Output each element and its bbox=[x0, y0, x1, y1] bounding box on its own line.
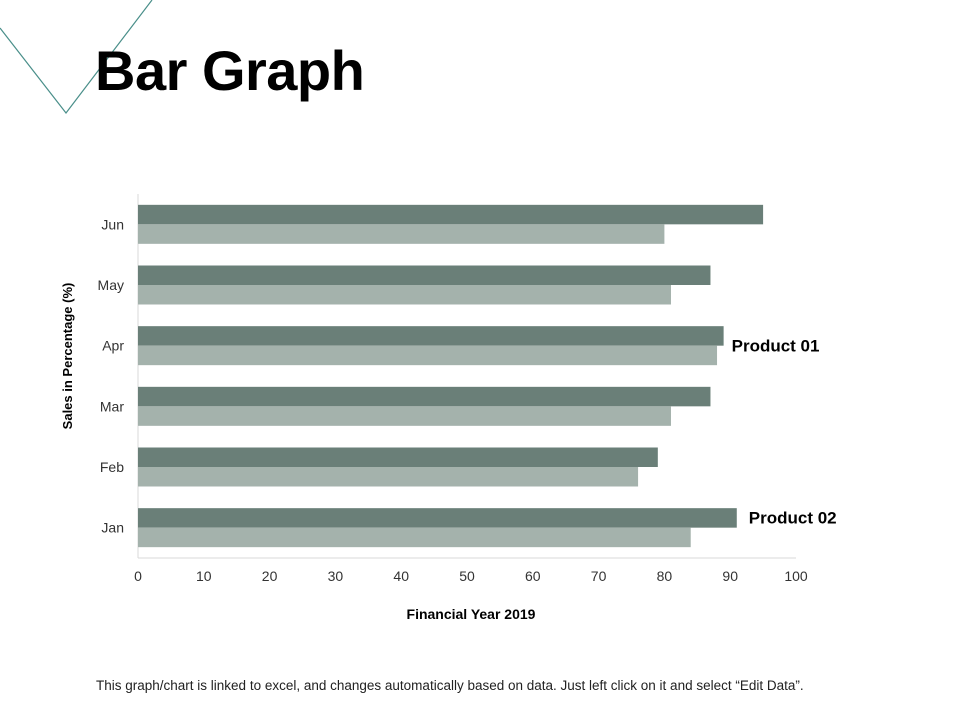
bar-product-02-may[interactable] bbox=[138, 285, 671, 305]
bar-product-01-feb[interactable] bbox=[138, 447, 658, 468]
x-tick-label: 0 bbox=[134, 568, 142, 584]
y-tick-label: Jan bbox=[101, 520, 124, 536]
bar-product-02-feb[interactable] bbox=[138, 467, 639, 487]
x-tick-label: 60 bbox=[525, 568, 541, 584]
y-tick-label: Jun bbox=[101, 216, 124, 232]
x-tick-label: 20 bbox=[262, 568, 278, 584]
x-tick-label: 90 bbox=[722, 568, 738, 584]
series-label-product-01: Product 01 bbox=[732, 337, 820, 356]
y-tick-label: Apr bbox=[102, 338, 124, 354]
bar-product-02-apr[interactable] bbox=[138, 345, 718, 366]
x-tick-label: 10 bbox=[196, 568, 212, 584]
y-axis-title: Sales in Percentage (%) bbox=[60, 283, 75, 430]
bar-product-02-jan[interactable] bbox=[138, 527, 691, 548]
x-tick-label: 80 bbox=[657, 568, 673, 584]
chart-axes bbox=[137, 194, 796, 559]
bar-product-01-may[interactable] bbox=[138, 265, 711, 286]
bar-product-01-jan[interactable] bbox=[138, 508, 737, 528]
chart-labels: 0 10 20 30 40 50 60 70 80 90 100 Jan Feb Mar Apr May Jun… bbox=[98, 216, 837, 584]
x-axis-title: Financial Year 2019 bbox=[407, 606, 536, 622]
page-title: Bar Graph bbox=[95, 39, 365, 102]
bar-product-02-mar[interactable] bbox=[138, 406, 671, 426]
bar-product-01-mar[interactable] bbox=[138, 386, 711, 407]
y-tick-label: May bbox=[98, 277, 124, 293]
bar-product-02-jun[interactable] bbox=[138, 224, 665, 244]
x-tick-label: 100 bbox=[784, 568, 808, 584]
decorative-triangle bbox=[0, 0, 153, 114]
chart-bars bbox=[138, 204, 764, 548]
triangle-outline bbox=[0, 0, 153, 114]
x-tick-label: 30 bbox=[328, 568, 344, 584]
footnote: This graph/chart is linked to excel, and… bbox=[96, 678, 804, 693]
y-tick-label: Feb bbox=[100, 459, 124, 475]
x-tick-label: 40 bbox=[393, 568, 409, 584]
x-tick-label: 70 bbox=[591, 568, 607, 584]
bar-product-01-apr[interactable] bbox=[138, 326, 724, 346]
y-tick-label: Mar bbox=[100, 398, 124, 414]
series-label-product-02: Product 02 bbox=[749, 509, 837, 528]
bar-product-01-jun[interactable] bbox=[138, 204, 764, 225]
x-tick-label: 50 bbox=[459, 568, 475, 584]
